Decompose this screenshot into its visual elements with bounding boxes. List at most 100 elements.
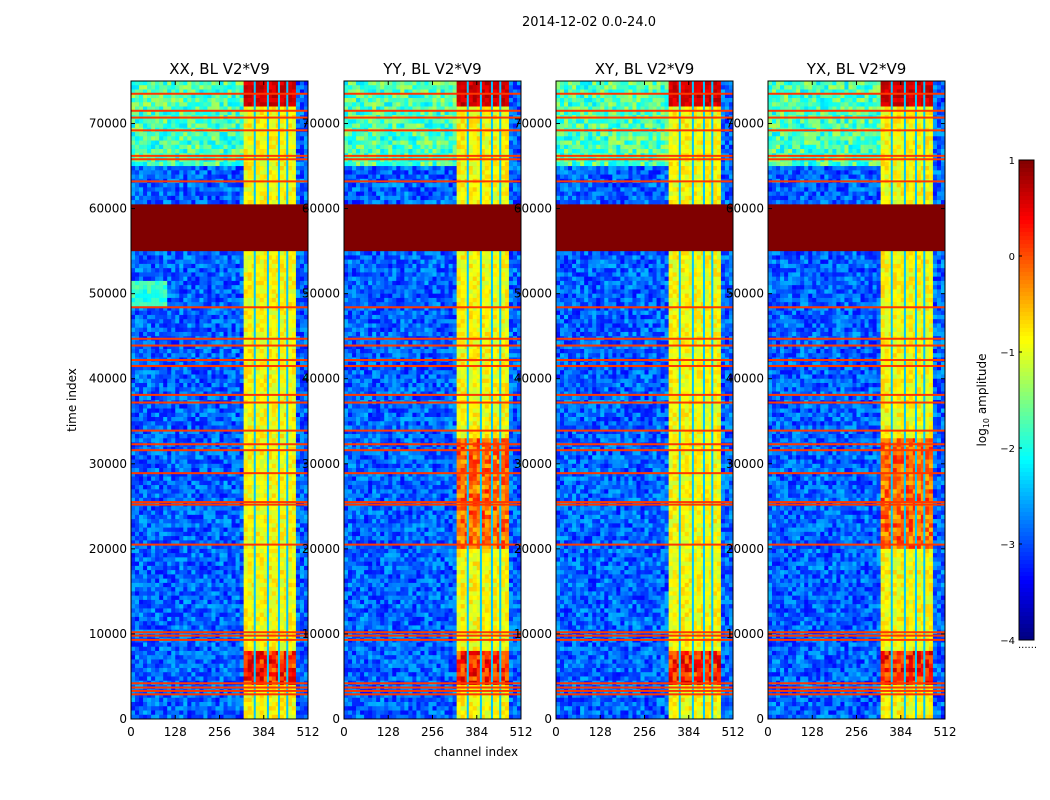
colorbar-segment [1019, 564, 1034, 569]
colorbar-segment [1019, 188, 1034, 193]
band-gap-line [678, 81, 681, 719]
colorbar-segment [1019, 252, 1034, 257]
x-tick-label: 0 [552, 725, 560, 739]
flagged-block [131, 204, 308, 252]
colorbar-segment [1019, 412, 1034, 417]
y-tick-label: 10000 [726, 627, 764, 641]
rfi-row-line [556, 543, 733, 546]
colorbar-segment [1019, 208, 1034, 213]
rfi-row-line [131, 180, 308, 183]
rfi-row-line [344, 638, 521, 641]
rfi-row-line [131, 92, 308, 95]
band-gap-line [479, 81, 482, 719]
y-tick-label: 0 [544, 712, 552, 726]
rfi-row-line [344, 682, 521, 685]
flagged-block [344, 204, 521, 252]
band-gap-line [286, 81, 289, 719]
colorbar-segment [1019, 236, 1034, 241]
y-tick-label: 70000 [89, 117, 127, 131]
colorbar-segment [1019, 632, 1034, 637]
rfi-row-line [344, 689, 521, 692]
colorbar-segment [1019, 524, 1034, 529]
y-tick-label: 70000 [302, 117, 340, 131]
rfi-row-line [131, 129, 308, 132]
rfi-row-line [556, 154, 733, 157]
y-tick-label: 60000 [514, 202, 552, 216]
rfi-row-line [556, 92, 733, 95]
y-tick-label: 40000 [726, 372, 764, 386]
rfi-row-line [131, 154, 308, 157]
y-tick-label: 30000 [726, 457, 764, 471]
rfi-row-line [556, 359, 733, 362]
colorbar-segment [1019, 344, 1034, 349]
colorbar-segment [1019, 300, 1034, 305]
rfi-row-line [556, 686, 733, 689]
colorbar-segment [1019, 588, 1034, 593]
rfi-row-line [768, 631, 945, 634]
rfi-row-line [344, 634, 521, 637]
rfi-row-line [556, 638, 733, 641]
rfi-row-line [556, 429, 733, 432]
rfi-row-line [768, 154, 945, 157]
colorbar-tick-label: −1 [1000, 348, 1015, 359]
x-tick-label: 384 [465, 725, 488, 739]
colorbar-segment [1019, 180, 1034, 185]
colorbar-segment [1019, 324, 1034, 329]
colorbar-segment [1019, 636, 1034, 641]
colorbar-segment [1019, 536, 1034, 541]
y-tick-label: 70000 [726, 117, 764, 131]
colorbar-segment [1019, 408, 1034, 413]
colorbar-segment [1019, 464, 1034, 469]
band-gap-line [253, 81, 256, 719]
panel-title: YY, BL V2*V9 [382, 60, 481, 78]
rfi-row-line [556, 501, 733, 504]
y-tick-label: 0 [332, 712, 340, 726]
y-tick-label: 0 [119, 712, 127, 726]
colorbar-segment [1019, 304, 1034, 309]
colorbar-segment [1019, 172, 1034, 177]
y-tick-label: 30000 [302, 457, 340, 471]
colorbar-segment [1019, 384, 1034, 389]
rfi-row-line [768, 344, 945, 347]
colorbar-segment [1019, 516, 1034, 521]
colorbar-segment [1019, 376, 1034, 381]
colorbar-segment [1019, 160, 1034, 165]
rfi-row-line [131, 686, 308, 689]
y-tick-label: 40000 [514, 372, 552, 386]
colorbar-segment [1019, 372, 1034, 377]
x-tick-label: 128 [164, 725, 187, 739]
colorbar-segment [1019, 356, 1034, 361]
colorbar-segment [1019, 512, 1034, 517]
band-gap-line [702, 81, 705, 719]
colorbar-segment [1019, 352, 1034, 357]
colorbar-segment [1019, 436, 1034, 441]
rfi-row-line [556, 180, 733, 183]
rfi-row-line [556, 158, 733, 161]
colorbar-segment [1019, 348, 1034, 353]
colorbar-segment [1019, 184, 1034, 189]
colorbar-segment [1019, 220, 1034, 225]
rfi-row-line [768, 109, 945, 112]
heatmap-image [768, 81, 945, 719]
y-tick-label: 50000 [514, 287, 552, 301]
x-tick-label: 0 [340, 725, 348, 739]
panel-2: YY, BL V2*V9 0 128 256 384 512 0 10000 20000 3000… [302, 60, 533, 739]
rfi-row-line [768, 472, 945, 475]
colorbar-segment [1019, 568, 1034, 573]
rfi-row-line [131, 503, 308, 506]
band-gap-line [277, 81, 280, 719]
colorbar-segment [1019, 212, 1034, 217]
colorbar-segment [1019, 276, 1034, 281]
colorbar-segment [1019, 420, 1034, 425]
rfi-row-line [344, 344, 521, 347]
colorbar-segment [1019, 340, 1034, 345]
colorbar-segment [1019, 492, 1034, 497]
colorbar-segment [1019, 620, 1034, 625]
rfi-row-line [556, 693, 733, 696]
rfi-row-line [131, 109, 308, 112]
rfi-row-line [768, 449, 945, 452]
rfi-row-line [131, 364, 308, 367]
colorbar-segment [1019, 164, 1034, 169]
colorbar-segment [1019, 452, 1034, 457]
y-tick-label: 20000 [514, 542, 552, 556]
